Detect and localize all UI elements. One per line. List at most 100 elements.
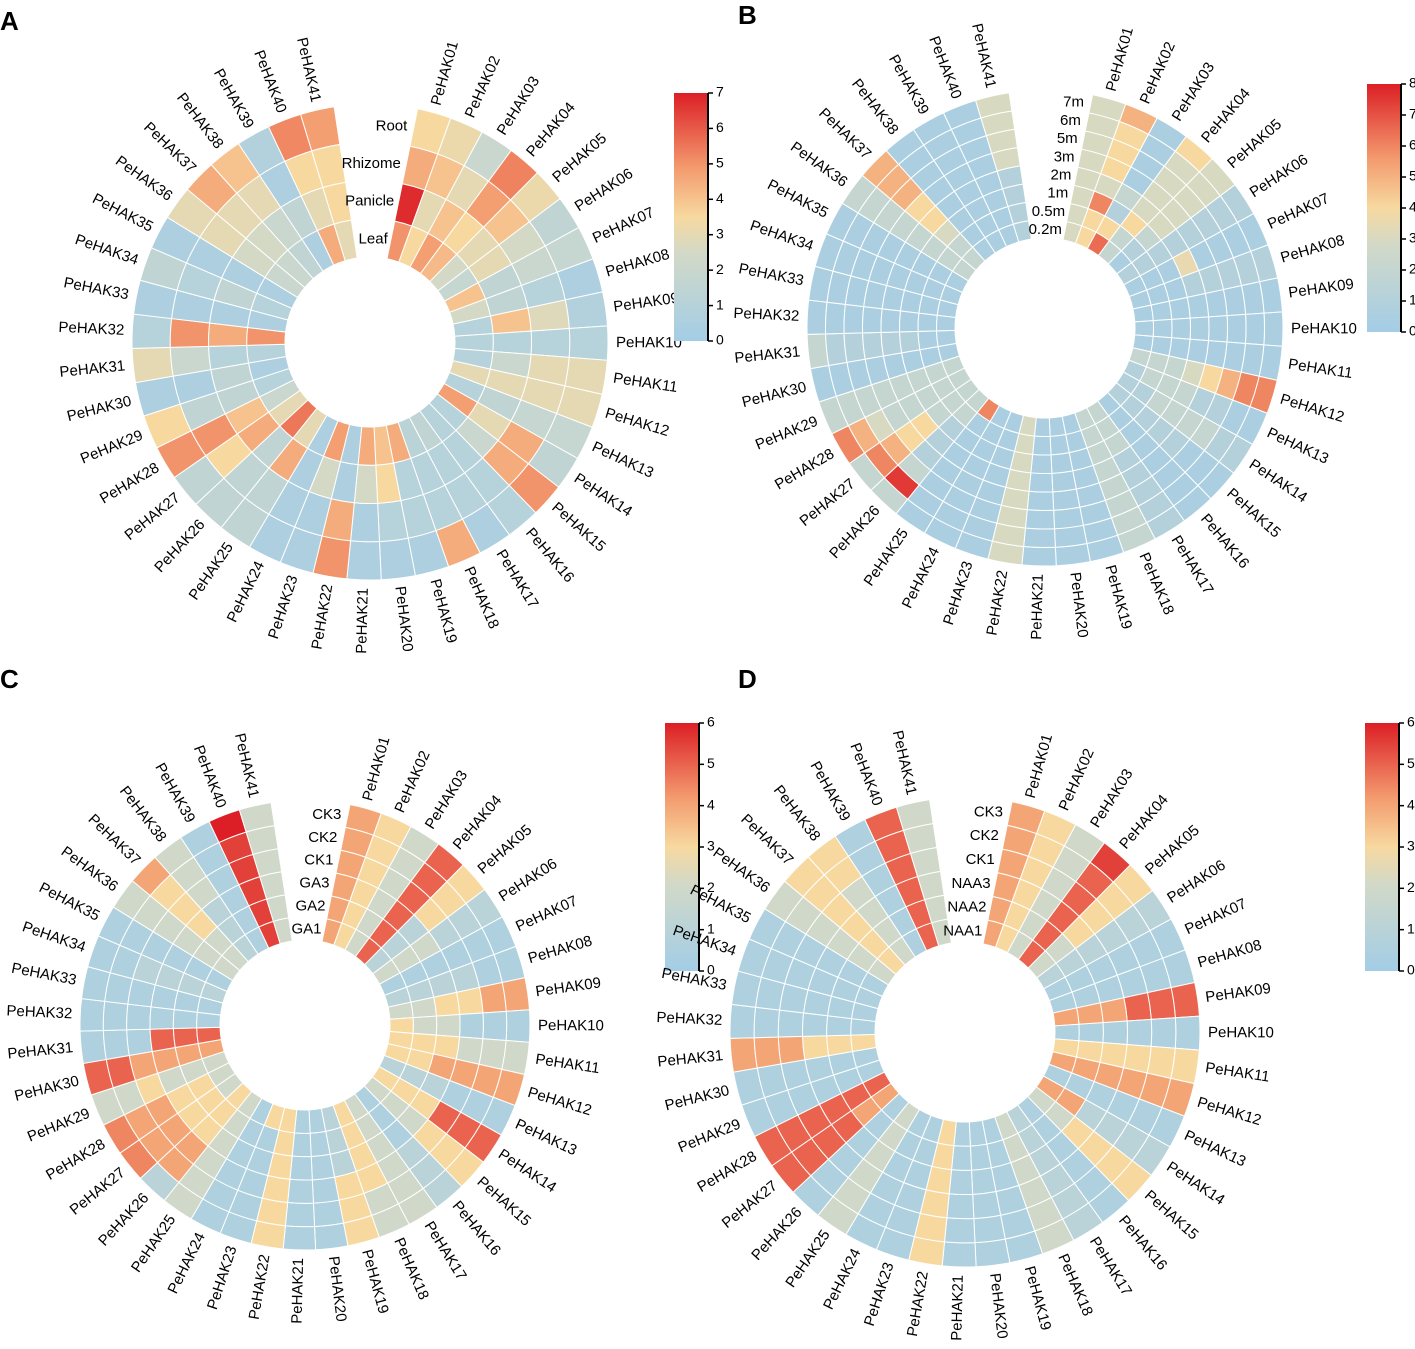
colorbar-tick-label: 6: [1407, 714, 1415, 730]
heatmap-cell: [946, 1193, 975, 1220]
ring-label: 3m: [1054, 148, 1075, 165]
gene-label: PeHAK41: [889, 729, 920, 797]
gene-label: PeHAK34: [20, 918, 88, 956]
heatmap-cell: [346, 540, 382, 581]
gene-label: PeHAK32: [58, 319, 125, 339]
gene-label: PeHAK08: [1196, 937, 1264, 972]
heatmap-cell: [1152, 318, 1173, 339]
gene-label: PeHAK18: [390, 1235, 432, 1302]
gene-label: PeHAK02: [1055, 746, 1097, 813]
ring-label: Rhizome: [342, 155, 401, 172]
colorbar-tick-label: 8: [1409, 75, 1415, 91]
heatmap-cell: [312, 1199, 345, 1227]
gene-label: PeHAK38: [173, 90, 227, 153]
gene-label: PeHAK07: [590, 204, 657, 247]
gene-label: PeHAK38: [116, 783, 170, 846]
heatmap-cell: [505, 1009, 531, 1043]
gene-label: PeHAK40: [250, 48, 290, 116]
heatmap-cell: [79, 998, 106, 1032]
gene-label: PeHAK19: [358, 1248, 392, 1316]
gene-label: PeHAK11: [1287, 356, 1354, 382]
gene-label: PeHAK20: [391, 585, 416, 652]
gene-label: PeHAK05: [549, 130, 610, 186]
gene-label: PeHAK33: [10, 960, 78, 989]
gene-label: PeHAK36: [58, 843, 121, 895]
heatmap-cell: [802, 1035, 830, 1061]
heatmap-cell: [126, 1028, 153, 1057]
heatmap-cell: [530, 327, 571, 358]
ring-label: CK2: [308, 829, 337, 846]
gene-label: PeHAK08: [1279, 232, 1347, 267]
colorbar-tick-label: 2: [1409, 261, 1415, 277]
heatmap-cell: [102, 1029, 130, 1061]
gene-label: PeHAK13: [1182, 1127, 1249, 1170]
ring-label: 6m: [1060, 112, 1081, 129]
heatmap-cell: [126, 1003, 152, 1031]
heatmap-cell: [825, 332, 848, 367]
gene-label: PeHAK07: [1265, 190, 1332, 233]
gene-label: PeHAK03: [1169, 59, 1219, 124]
colorbar-tick-label: 5: [1409, 168, 1415, 184]
colorbar-tick-label: 4: [716, 190, 724, 206]
heatmap-cell: [880, 308, 902, 333]
heatmap-cell: [289, 1155, 313, 1181]
gene-label: PeHAK23: [861, 1260, 898, 1328]
ring-label: CK1: [304, 852, 333, 869]
heatmap-cell: [899, 310, 920, 333]
gene-label: PeHAK35: [765, 176, 831, 221]
ring-label: CK3: [312, 806, 341, 823]
gene-label: PeHAK01: [1103, 25, 1137, 93]
heatmap-cell: [862, 306, 883, 334]
gene-label: PeHAK36: [710, 844, 773, 896]
gene-label: PeHAK27: [121, 489, 183, 544]
gene-label: PeHAK37: [815, 105, 874, 163]
gene-label: PeHAK23: [940, 559, 977, 627]
heatmap-cell: [1189, 316, 1210, 342]
ring-label: 1m: [1047, 185, 1068, 202]
gene-label: PeHAK30: [740, 379, 808, 411]
heatmap-cell: [1168, 296, 1191, 320]
heatmap-cell: [1186, 292, 1210, 319]
ring-label: Leaf: [359, 230, 389, 247]
heatmap-cell: [936, 329, 957, 348]
gene-label: PeHAK09: [534, 974, 602, 1000]
heatmap-cell: [941, 1241, 977, 1268]
colorbar-tick-label: 0: [716, 332, 724, 348]
gene-label: PeHAK02: [1137, 39, 1179, 106]
heatmap-cell: [1030, 453, 1053, 474]
colorbar-tick-label: 0: [1407, 962, 1415, 978]
gene-label: PeHAK07: [513, 892, 580, 935]
heatmap-cell: [435, 1013, 461, 1038]
gene-label: PeHAK40: [925, 34, 965, 102]
heatmap-cell: [389, 1017, 414, 1034]
gene-label: PeHAK16: [522, 525, 577, 586]
gene-label: PeHAK23: [265, 573, 302, 641]
gene-label: PeHAK40: [846, 741, 886, 809]
heatmap-panel-C: CPeHAK01PeHAK02PeHAK03PeHAK04PeHAK05PeHA…: [0, 664, 715, 1324]
heatmap-cell: [350, 502, 380, 543]
gene-label: PeHAK39: [210, 66, 257, 132]
panel-letter-A: A: [0, 6, 19, 36]
panel-letter-D: D: [738, 664, 757, 694]
heatmap-cell: [172, 1008, 198, 1030]
heatmap-cell: [1028, 472, 1054, 493]
gene-label: PeHAK25: [782, 1227, 833, 1291]
gene-label: PeHAK26: [95, 1190, 152, 1250]
colorbar-tick-label: 3: [1409, 230, 1415, 246]
heatmap-cell: [492, 330, 532, 355]
gene-label: PeHAK02: [391, 748, 433, 815]
colorbar-tick-label: 3: [716, 225, 724, 241]
gene-label: PeHAK29: [753, 413, 820, 454]
gene-label: PeHAK20: [1066, 571, 1091, 638]
gene-label: PeHAK22: [983, 569, 1011, 637]
gene-label: PeHAK02: [462, 53, 504, 120]
gene-label: PeHAK21: [289, 1258, 308, 1324]
gene-label: PeHAK11: [1204, 1059, 1271, 1085]
heatmap-cell: [282, 1225, 317, 1251]
gene-label: PeHAK04: [1116, 791, 1172, 852]
heatmap-cell: [1150, 300, 1173, 322]
gene-label: PeHAK20: [325, 1255, 350, 1322]
gene-label: PeHAK10: [616, 334, 682, 351]
gene-label: PeHAK10: [1208, 1024, 1274, 1041]
